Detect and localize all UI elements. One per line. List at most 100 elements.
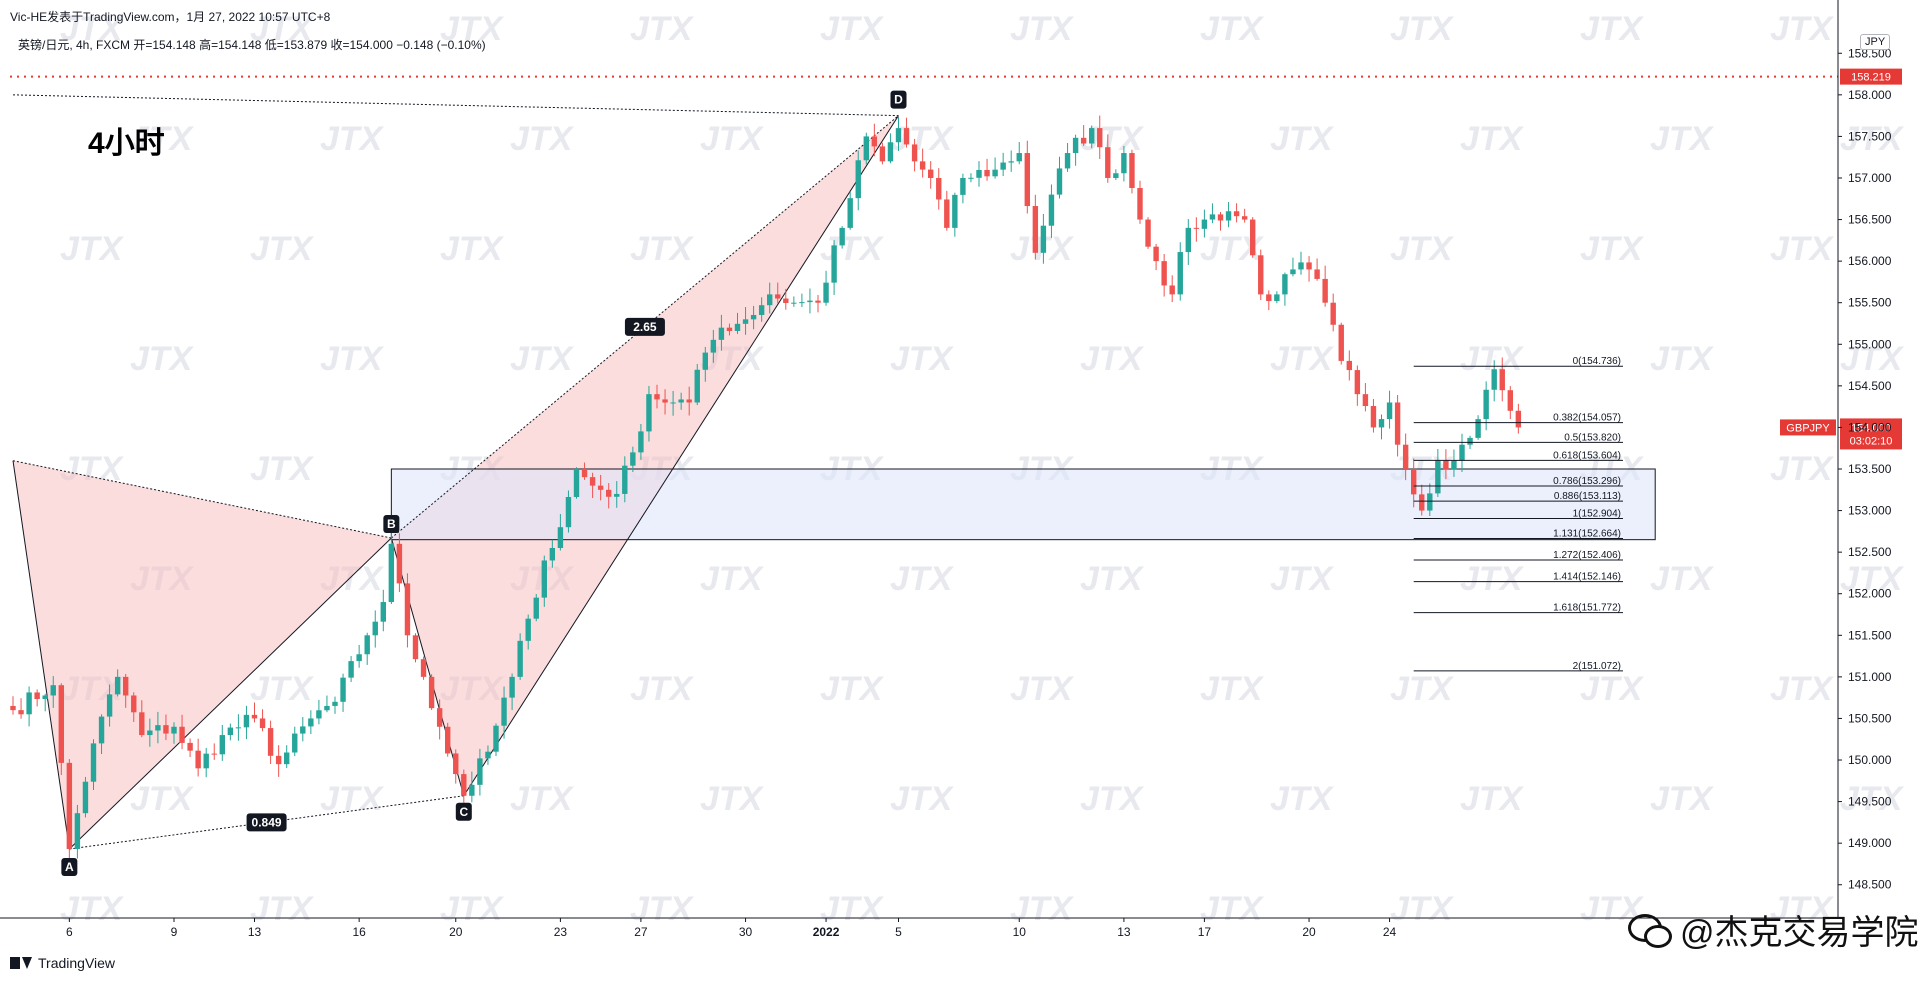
leg-xa xyxy=(12,460,70,850)
candle-body xyxy=(1258,255,1264,295)
fib-level-label: 0.618(153.604) xyxy=(1553,450,1621,461)
candle-body xyxy=(1411,469,1417,495)
candle-body xyxy=(139,712,145,736)
candle-body xyxy=(275,755,282,765)
candle-body xyxy=(1217,214,1224,221)
watermark-text: JTX xyxy=(700,780,765,818)
candle-body xyxy=(1330,302,1336,325)
watermark-text: JTX xyxy=(440,230,505,268)
candle-body xyxy=(1145,219,1151,247)
x-tick-label: 17 xyxy=(1198,925,1212,939)
watermark-text: JTX xyxy=(130,120,195,158)
candle-body xyxy=(1040,225,1047,253)
candle-body xyxy=(879,146,886,162)
candle-body xyxy=(227,727,234,736)
line-xb xyxy=(12,460,392,539)
symbol-tag-text: GBPJPY xyxy=(1786,422,1830,434)
candle-body xyxy=(404,583,411,636)
candle-body xyxy=(195,750,201,769)
candle-body xyxy=(211,753,217,755)
candle-body xyxy=(565,496,572,528)
candle-body xyxy=(662,399,668,403)
candle-body xyxy=(316,710,322,719)
pattern-labels: A B C D 0.849 2.65 xyxy=(61,90,907,876)
ratio-label-text: 0.849 xyxy=(252,815,282,829)
key-level-price-text: 158.219 xyxy=(1851,72,1891,84)
candle-body xyxy=(34,692,40,700)
candle-body xyxy=(1507,390,1513,411)
watermark-text: JTX xyxy=(1840,560,1905,598)
watermark-text: JTX xyxy=(820,670,885,708)
candle-body xyxy=(638,431,644,453)
y-tick-label: 158.000 xyxy=(1848,88,1892,102)
watermark-text: JTX xyxy=(1270,120,1335,158)
candle-body xyxy=(1459,444,1465,461)
candle-body xyxy=(597,485,604,490)
candle-body xyxy=(453,753,459,775)
fib-level-label: 0.5(153.820) xyxy=(1564,432,1621,443)
candle-body xyxy=(155,725,161,731)
candle-body xyxy=(50,685,56,696)
candle-body xyxy=(606,489,612,497)
x-tick-label: 2022 xyxy=(813,925,840,939)
candle-body xyxy=(847,198,853,228)
candle-body xyxy=(1008,161,1014,163)
candle-body xyxy=(1080,137,1087,144)
candle-body xyxy=(445,726,451,754)
watermark-text: JTX xyxy=(440,10,505,48)
candle-body xyxy=(1483,389,1489,420)
candle-body xyxy=(871,136,878,147)
candle-body xyxy=(678,399,684,403)
candle-body xyxy=(147,730,153,736)
watermark-text: JTX xyxy=(1770,450,1835,488)
x-tick-label: 13 xyxy=(248,925,262,939)
watermark-text: JTX xyxy=(1390,890,1455,928)
fib-level-label: 1.131(152.664) xyxy=(1553,529,1621,540)
watermark-text: JTX xyxy=(890,340,955,378)
candle-body xyxy=(1394,402,1401,445)
y-tick-label: 151.000 xyxy=(1848,670,1892,684)
leg-ab xyxy=(69,537,392,850)
y-tick-label: 151.500 xyxy=(1848,628,1892,642)
currency-label[interactable]: JPY xyxy=(1860,34,1891,50)
candle-body xyxy=(807,300,813,303)
candle-body xyxy=(823,282,829,303)
y-tick-label: 157.500 xyxy=(1848,129,1892,143)
candle-body xyxy=(718,327,725,340)
candle-body xyxy=(1322,278,1328,303)
fib-level-label: 2(151.072) xyxy=(1573,661,1621,672)
x-tick-label: 5 xyxy=(895,925,902,939)
candle-body xyxy=(436,708,443,727)
watermark-text: JTX xyxy=(1460,120,1525,158)
x-tick-label: 24 xyxy=(1383,925,1397,939)
watermark-text: JTX xyxy=(890,560,955,598)
y-tick-label: 153.500 xyxy=(1848,462,1892,476)
candle-body xyxy=(863,136,869,161)
watermark-text: JTX xyxy=(1080,560,1145,598)
fib-level-label: 1.272(152.406) xyxy=(1553,550,1621,561)
watermark-text: JTX xyxy=(320,780,385,818)
watermark-text: JTX xyxy=(320,340,385,378)
fib-level-label: 0.382(154.057) xyxy=(1553,413,1621,424)
tradingview-brand[interactable]: TradingView xyxy=(10,955,115,971)
candle-body xyxy=(646,394,652,432)
candle-body xyxy=(750,314,757,320)
candle-body xyxy=(1427,493,1433,511)
watermark-text: JTX xyxy=(1270,340,1335,378)
watermark-text: JTX xyxy=(250,230,315,268)
candle-body xyxy=(1346,360,1352,371)
candle-body xyxy=(903,128,910,145)
y-tick-label: 157.000 xyxy=(1848,171,1892,185)
candle-body xyxy=(82,781,89,814)
watermark-text: JTX xyxy=(630,10,695,48)
watermark-text: JTX xyxy=(890,780,955,818)
candle-body xyxy=(541,560,547,598)
candle-body xyxy=(887,142,894,162)
candle-body xyxy=(1201,219,1208,229)
watermark-text: JTX xyxy=(130,780,195,818)
watermark-text: JTX xyxy=(820,230,885,268)
candle-body xyxy=(783,298,789,303)
harmonic-pattern-fill xyxy=(13,115,899,849)
candle-body xyxy=(163,725,169,734)
